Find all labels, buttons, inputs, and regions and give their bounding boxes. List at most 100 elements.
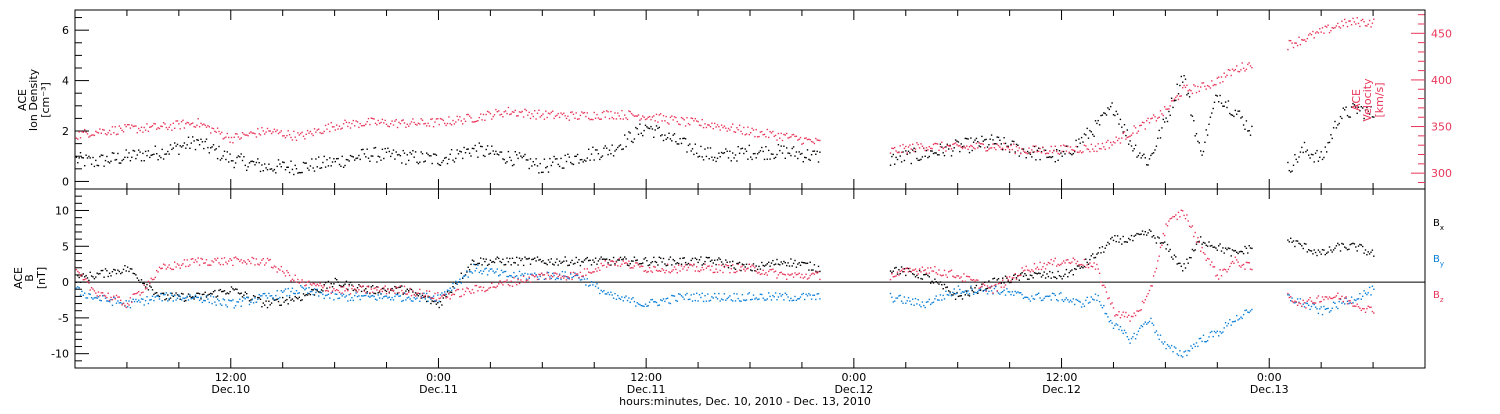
- series-bz-point: [1075, 262, 1077, 265]
- series-by-point: [747, 293, 749, 295]
- series-bz-point: [230, 259, 233, 261]
- density-series-point: [565, 160, 568, 163]
- density-series-point: [1144, 157, 1146, 159]
- series-bx-point: [1368, 253, 1371, 255]
- series-by-point: [1175, 347, 1177, 349]
- series-bz-point: [349, 293, 352, 295]
- density-series-point: [1184, 78, 1187, 80]
- density-series-point: [419, 161, 421, 163]
- series-bz-point: [333, 288, 335, 290]
- velocity-series-point: [1198, 90, 1200, 92]
- series-by-point: [363, 294, 366, 297]
- series-by-point: [547, 271, 550, 274]
- series-by-point: [498, 275, 500, 277]
- series-bz-point: [1128, 314, 1130, 316]
- series-bx-point: [360, 290, 363, 293]
- series-bx-point: [92, 276, 94, 278]
- density-series-point: [924, 155, 926, 157]
- series-bz-point: [1316, 297, 1318, 299]
- density-series-point: [1140, 157, 1142, 159]
- series-bz-point: [1219, 269, 1221, 271]
- density-series-point: [1115, 110, 1117, 113]
- series-bz-point: [1346, 303, 1349, 305]
- density-series-point: [88, 155, 90, 158]
- series-bz-point: [1317, 295, 1320, 297]
- series-bz-point: [715, 268, 717, 270]
- velocity-series-point: [1092, 148, 1094, 150]
- density-series-point: [1306, 149, 1308, 151]
- density-series-point: [110, 160, 112, 162]
- density-series-point: [1248, 130, 1250, 132]
- x-tick-time-label: 12:00: [215, 371, 247, 384]
- series-by-point: [756, 298, 759, 301]
- series-bz-point: [718, 264, 720, 266]
- series-by-point: [738, 300, 741, 302]
- series-bz-point: [748, 263, 750, 265]
- series-bx-point: [946, 286, 948, 288]
- series-by-point: [360, 295, 363, 297]
- series-by-point: [1086, 296, 1088, 299]
- density-series-point: [359, 158, 361, 161]
- series-by-point: [1231, 321, 1234, 323]
- series-bz-point: [1177, 211, 1180, 214]
- series-bx-point: [1064, 273, 1066, 275]
- density-series-point: [1028, 152, 1030, 154]
- series-bx-point: [816, 271, 818, 273]
- series-bz-point: [154, 276, 156, 279]
- series-by-point: [286, 295, 288, 297]
- density-series-point: [607, 153, 609, 156]
- density-series-point: [1323, 156, 1325, 159]
- series-bx-point: [971, 289, 973, 292]
- density-series-point: [275, 172, 277, 174]
- series-bx-point: [1353, 243, 1356, 245]
- series-bz-point: [986, 285, 989, 287]
- velocity-series-point: [1115, 136, 1117, 138]
- density-series-point: [936, 154, 939, 156]
- series-by-point: [1191, 347, 1194, 349]
- density-series-point: [661, 134, 663, 136]
- series-bx-point: [629, 263, 631, 265]
- velocity-series-point: [989, 147, 991, 149]
- series-bz-point: [374, 287, 377, 289]
- density-series-point: [1082, 141, 1084, 143]
- series-bz-point: [416, 292, 418, 294]
- series-by-point: [489, 268, 492, 270]
- velocity-series-point: [391, 120, 393, 122]
- velocity-series-point: [412, 118, 414, 120]
- density-series-point: [1094, 120, 1097, 122]
- series-bx-point: [468, 269, 471, 271]
- density-series-point: [1226, 106, 1228, 109]
- series-by-point: [291, 287, 294, 289]
- series-by-point: [75, 287, 78, 289]
- velocity-series-point: [704, 123, 706, 125]
- series-bz-point: [564, 275, 566, 277]
- series-by-point: [1345, 297, 1347, 300]
- series-bx-point: [1331, 251, 1333, 253]
- density-series-point: [168, 153, 170, 155]
- density-series-point: [812, 150, 814, 152]
- velocity-series-point: [596, 113, 598, 116]
- density-series-point: [1137, 154, 1140, 157]
- series-bz-point: [252, 257, 255, 260]
- legend-by-main: B: [1433, 254, 1440, 265]
- series-by-point: [1303, 306, 1306, 308]
- series-bx-point: [138, 279, 140, 281]
- series-bx-point: [540, 261, 543, 263]
- series-bz-point: [1098, 272, 1101, 274]
- series-by-point: [642, 305, 644, 307]
- series-bz-point: [395, 286, 397, 288]
- series-bx-point: [1164, 241, 1166, 243]
- series-bz-point: [1000, 286, 1002, 288]
- series-by-point: [1326, 308, 1328, 310]
- density-series-point: [567, 153, 569, 155]
- series-bx-point: [945, 286, 947, 289]
- series-bx-point: [664, 263, 666, 265]
- series-by-point: [648, 301, 651, 303]
- velocity-series-point: [905, 145, 907, 148]
- series-bx-point: [590, 264, 593, 266]
- series-by-point: [942, 294, 944, 297]
- density-series-point: [308, 169, 310, 171]
- series-bz-point: [1176, 218, 1178, 221]
- series-by-point: [1241, 317, 1243, 320]
